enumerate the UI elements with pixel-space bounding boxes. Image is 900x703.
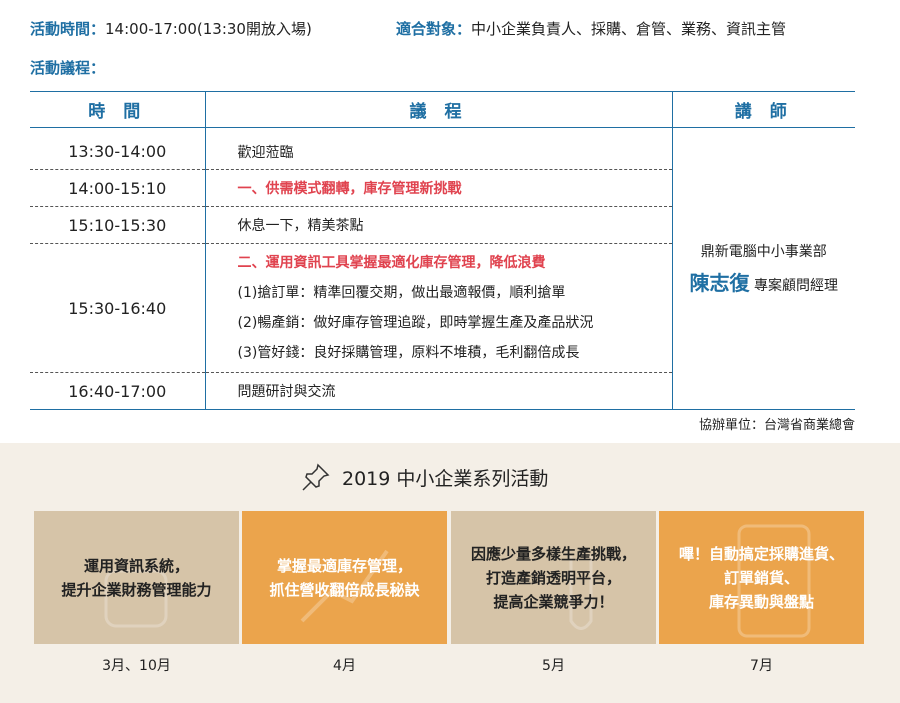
audience-label: 適合對象： [396, 20, 472, 38]
series-title: 2019 中小企業系列活動 [342, 467, 549, 490]
card-month: 4月 [333, 658, 356, 674]
event-time-value: 14:00-17:00(13:30開放入場) [105, 20, 312, 38]
card-text: 因應少量多樣生產挑戰， 打造產銷透明平台， 提高企業競爭力！ [470, 544, 636, 611]
row-time: 15:10-15:30 [30, 206, 205, 244]
card-month: 5月 [542, 658, 565, 674]
header-time: 時 間 [30, 91, 205, 128]
card-month: 7月 [750, 658, 773, 674]
series-heading: 2019 中小企業系列活動 [300, 461, 548, 493]
table-row: 14:00-15:10 一、供需模式翻轉，庫存管理新挑戰 [30, 169, 855, 207]
series-section: 2019 中小企業系列活動 運用資訊系統， 提升企業財務管理能力 掌握最適庫存管… [0, 443, 900, 703]
row-topic: 一、供需模式翻轉，庫存管理新挑戰 [204, 169, 673, 207]
header-speaker: 講 師 [672, 91, 855, 128]
card-text: 嗶！自動搞定採購進貨、 訂單銷貨、 庫存異動與盤點 [678, 544, 844, 611]
speaker-title: 專案顧問經理 [753, 278, 838, 294]
sub-item: (1)搶訂單：精準回覆交期，做出最適報價，順利搶單 [237, 285, 566, 301]
series-card[interactable]: 嗶！自動搞定採購進貨、 訂單銷貨、 庫存異動與盤點 [659, 511, 864, 644]
table-row: 13:30-14:00 歡迎蒞臨 鼎新電腦中小事業部 陳志復 專案顧問經理 [30, 127, 855, 410]
row-time: 14:00-15:10 [30, 169, 205, 207]
row-topic: 歡迎蒞臨 [204, 127, 673, 170]
event-time: 活動時間：14:00-17:00(13:30開放入場) [30, 18, 312, 39]
audience-value: 中小企業負責人、採購、倉管、業務、資訊主管 [471, 20, 787, 38]
card-month: 3月、10月 [102, 658, 171, 674]
tablet-icon [737, 524, 811, 638]
sub-item: (2)暢產銷：做好庫存管理追蹤，即時掌握生產及產品狀況 [237, 315, 594, 331]
series-card[interactable]: 運用資訊系統， 提升企業財務管理能力 [34, 511, 239, 644]
speaker-org: 鼎新電腦中小事業部 [700, 244, 827, 260]
table-row: 15:10-15:30 休息一下，精美茶點 [30, 206, 855, 244]
row-time: 13:30-14:00 [30, 127, 205, 170]
pushpin-icon [302, 463, 330, 491]
row-time: 16:40-17:00 [30, 372, 205, 410]
series-card[interactable]: 因應少量多樣生產挑戰， 打造產銷透明平台， 提高企業競爭力！ [451, 511, 656, 644]
test-tube-icon [569, 556, 593, 630]
speaker-cell: 鼎新電腦中小事業部 陳志復 專案顧問經理 [672, 127, 855, 410]
card-text: 掌握最適庫存管理， 抓住營收翻倍成長秘訣 [269, 556, 420, 599]
agenda-label: 活動議程： [30, 59, 106, 77]
target-audience: 適合對象：中小企業負責人、採購、倉管、業務、資訊主管 [396, 18, 786, 39]
event-time-label: 活動時間： [30, 20, 106, 38]
sub-item: (3)管好錢：良好採購管理，原料不堆積，毛利翻倍成長 [237, 345, 580, 361]
agenda-table: 時 間 議 程 講 師 13:30-14:00 歡迎蒞臨 鼎新電腦中小事業部 陳… [30, 91, 855, 410]
speaker-name: 陳志復 [689, 271, 750, 295]
co-organizer: 協辦單位：台灣省商業總會 [698, 418, 855, 433]
header-agenda: 議 程 [204, 91, 673, 128]
row-topic: 二、運用資訊工具掌握最適化庫存管理，降低浪費 [237, 255, 546, 271]
row-time: 15:30-16:40 [30, 243, 205, 373]
table-row: 15:30-16:40 二、運用資訊工具掌握最適化庫存管理，降低浪費 (1)搶訂… [30, 243, 855, 373]
card-text: 運用資訊系統， 提升企業財務管理能力 [61, 556, 212, 599]
series-card[interactable]: 掌握最適庫存管理， 抓住營收翻倍成長秘訣 [242, 511, 447, 644]
row-topic: 休息一下，精美茶點 [204, 206, 673, 244]
row-topic-group: 二、運用資訊工具掌握最適化庫存管理，降低浪費 (1)搶訂單：精準回覆交期，做出最… [204, 243, 673, 373]
moneybag-icon [104, 569, 168, 628]
growth-chart-icon [300, 549, 389, 623]
table-row: 16:40-17:00 問題研討與交流 [30, 372, 855, 410]
row-topic: 問題研討與交流 [204, 372, 673, 410]
